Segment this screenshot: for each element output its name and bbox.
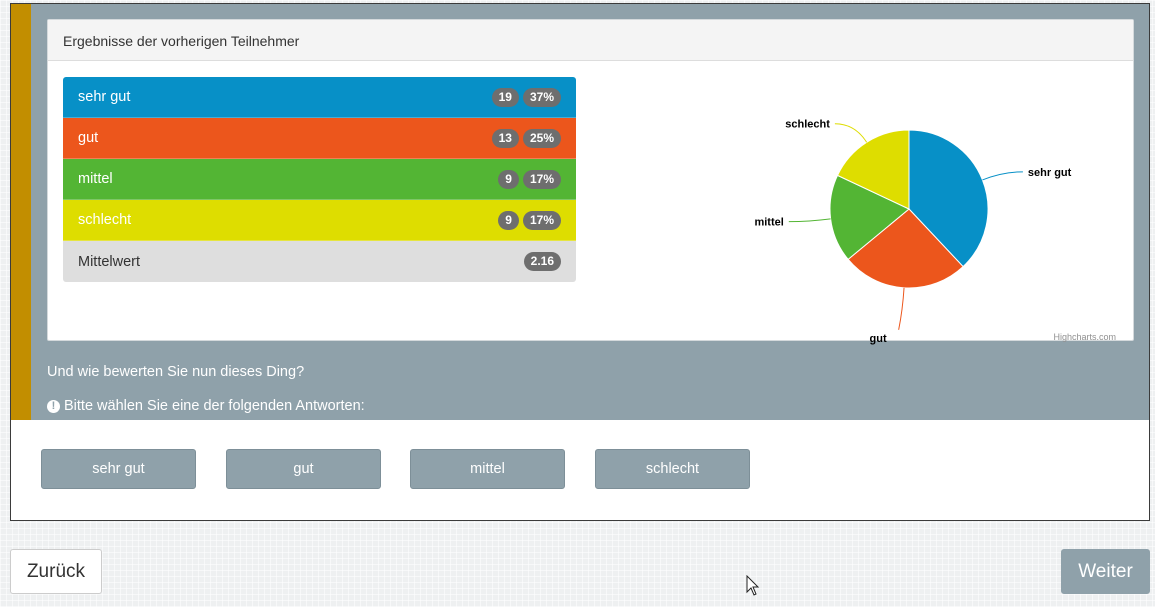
pie-chart: sehr gut gut mittel schlecht Highcharts.com bbox=[688, 78, 1128, 345]
result-row-sehr-gut: sehr gut 19 37% bbox=[63, 77, 576, 118]
mean-row: Mittelwert 2.16 bbox=[63, 241, 576, 282]
result-label: gut bbox=[78, 130, 99, 146]
mouse-cursor-icon bbox=[746, 575, 760, 596]
percent-badge: 37% bbox=[522, 87, 561, 107]
question-hint-text: Bitte wählen Sie eine der folgenden Antw… bbox=[64, 398, 365, 414]
answer-button-schlecht[interactable]: schlecht bbox=[595, 449, 750, 489]
question-container: Ergebnisse der vorherigen Teilnehmer seh… bbox=[10, 3, 1150, 521]
next-button[interactable]: Weiter bbox=[1061, 549, 1150, 594]
pie-connector bbox=[898, 287, 905, 330]
count-badge: 9 bbox=[498, 210, 519, 230]
percent-badge: 25% bbox=[522, 128, 561, 148]
result-label: schlecht bbox=[78, 212, 132, 228]
pie-label: mittel bbox=[754, 217, 783, 229]
pie-slice-mittel[interactable] bbox=[829, 174, 910, 261]
results-panel-title: Ergebnisse der vorherigen Teilnehmer bbox=[48, 20, 1133, 61]
result-row-schlecht: schlecht 9 17% bbox=[63, 200, 576, 241]
results-panel: Ergebnisse der vorherigen Teilnehmer seh… bbox=[47, 19, 1134, 345]
result-label: sehr gut bbox=[78, 89, 131, 105]
chart-credit-link[interactable]: Highcharts.com bbox=[1053, 332, 1116, 342]
results-list: sehr gut 19 37% gut 13 25% mittel 9 17% … bbox=[63, 77, 576, 282]
percent-badge: 17% bbox=[522, 210, 561, 230]
question-text: Und wie bewerten Sie nun dieses Ding? bbox=[47, 364, 305, 380]
count-badge: 13 bbox=[491, 128, 519, 148]
pie-chart-svg: sehr gut gut mittel schlecht Highcharts.com bbox=[754, 119, 1116, 345]
percent-badge: 17% bbox=[522, 169, 561, 189]
answer-button-gut[interactable]: gut bbox=[226, 449, 381, 489]
exclamation-icon: ! bbox=[47, 399, 60, 413]
pie-label: sehr gut bbox=[1028, 167, 1072, 179]
pie-label: gut bbox=[870, 333, 887, 345]
pie-connector bbox=[834, 123, 868, 143]
accent-bar bbox=[11, 4, 31, 420]
result-label: mittel bbox=[78, 171, 113, 187]
result-row-gut: gut 13 25% bbox=[63, 118, 576, 159]
count-badge: 19 bbox=[491, 87, 519, 107]
pie-connector bbox=[982, 171, 1023, 181]
answer-button-mittel[interactable]: mittel bbox=[410, 449, 565, 489]
count-badge: 9 bbox=[498, 169, 519, 189]
question-hint: ! Bitte wählen Sie eine der folgenden An… bbox=[47, 398, 365, 414]
question-header: Ergebnisse der vorherigen Teilnehmer seh… bbox=[11, 4, 1149, 420]
mean-badge: 2.16 bbox=[523, 252, 561, 271]
pie-label: schlecht bbox=[785, 119, 830, 131]
pie-connector bbox=[788, 218, 831, 223]
mean-label: Mittelwert bbox=[78, 253, 141, 270]
result-row-mittel: mittel 9 17% bbox=[63, 159, 576, 200]
pie-slice-schlecht[interactable] bbox=[836, 129, 910, 210]
back-button[interactable]: Zurück bbox=[10, 549, 102, 594]
answer-button-sehr-gut[interactable]: sehr gut bbox=[41, 449, 196, 489]
